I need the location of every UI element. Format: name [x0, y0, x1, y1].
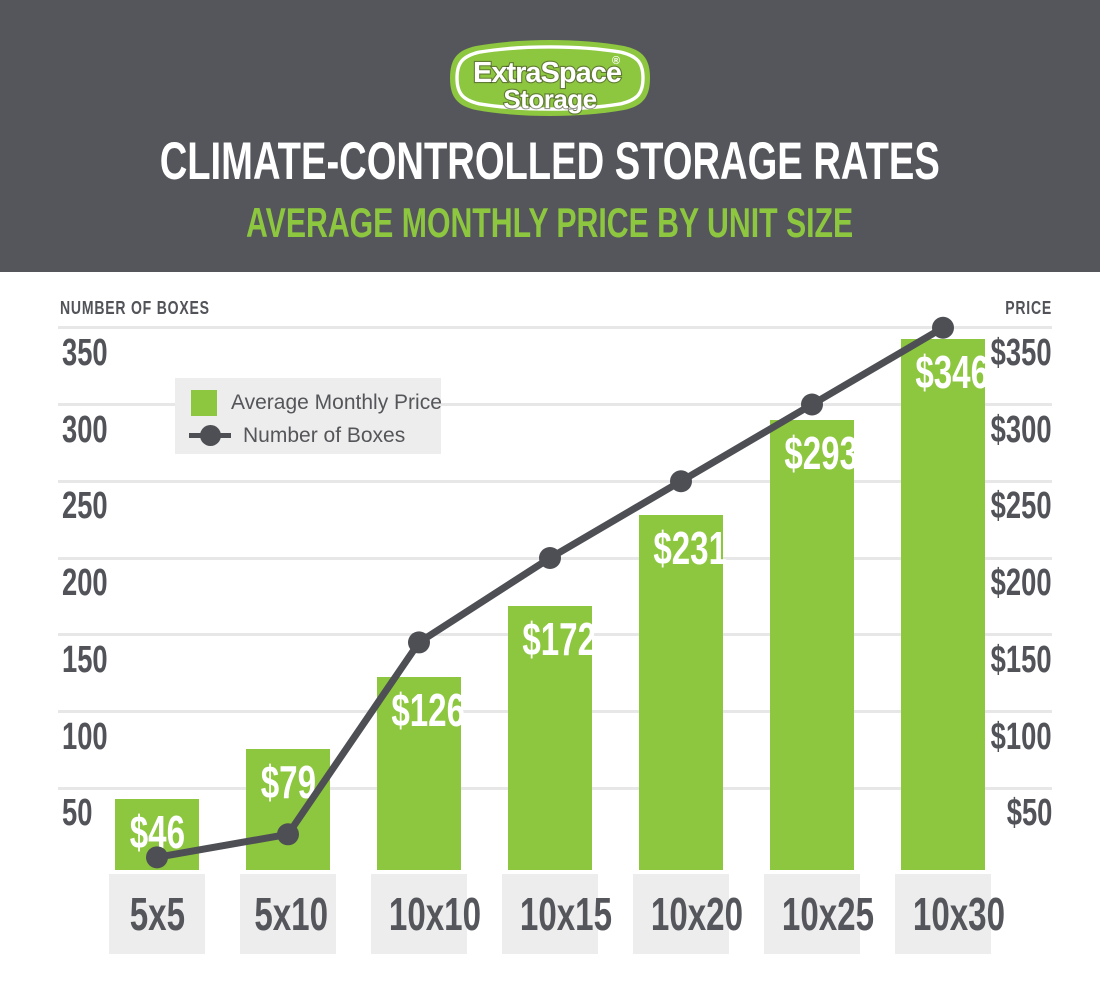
- gridline: [58, 326, 1052, 330]
- bar-value-label: $46: [129, 806, 185, 859]
- category-label: 10x20: [650, 888, 744, 940]
- left-tick-label: 250: [62, 485, 108, 528]
- legend-item-average-monthly-price: Average Monthly Price: [189, 389, 442, 416]
- category-label: 10x25: [781, 888, 875, 940]
- left-tick-label: 350: [62, 331, 108, 374]
- category-label: 5x5: [129, 888, 185, 940]
- left-tick-label: 300: [62, 408, 108, 451]
- logo-registered-mark: ®: [612, 55, 620, 67]
- line-series-swatch-icon: [189, 422, 231, 449]
- category-box: 5x10: [240, 874, 336, 954]
- category-label: 10x10: [388, 888, 482, 940]
- left-tick-label: 100: [62, 715, 108, 758]
- category-box: 10x25: [764, 874, 875, 954]
- logo-inner-border: [455, 45, 645, 111]
- logo-text-line1: ExtraSpace: [473, 57, 622, 89]
- left-axis-title: NUMBER OF BOXES: [60, 298, 210, 318]
- bar-series-swatch-icon: [191, 389, 217, 416]
- right-tick-label: $200: [991, 562, 1052, 604]
- category-label: 10x15: [519, 888, 613, 940]
- legend-item-number-of-boxes: Number of Boxes: [189, 422, 441, 449]
- bar-value-label: $172: [522, 612, 597, 665]
- legend-label: Number of Boxes: [243, 424, 406, 447]
- header-band: ExtraSpace ® Storage CLIMATE-CONTROLLED …: [0, 0, 1100, 272]
- logo-badge-shape: [450, 40, 650, 116]
- right-tick-label: $150: [991, 638, 1052, 681]
- category-box: 10x20: [633, 874, 744, 954]
- bar: $126: [377, 676, 466, 870]
- right-tick-label: $50: [1006, 792, 1052, 835]
- left-tick-label: 200: [62, 562, 108, 604]
- category-box: 10x10: [371, 874, 482, 954]
- bar: $293: [770, 420, 859, 870]
- bar-value-label: $346: [915, 345, 990, 398]
- legend-label: Average Monthly Price: [231, 391, 442, 414]
- left-tick-label: 150: [62, 638, 108, 681]
- logo-text-line2: Storage: [503, 84, 596, 114]
- bar: $79: [246, 748, 330, 870]
- bar-value-label: $231: [653, 522, 728, 575]
- bar: $231: [639, 515, 728, 870]
- category-box: 10x30: [895, 874, 1006, 954]
- bar-value-label: $79: [260, 755, 316, 808]
- bar: $346: [901, 338, 990, 870]
- legend: Average Monthly Price Number of Boxes: [175, 378, 442, 454]
- right-axis-title: PRICE: [1005, 298, 1052, 318]
- bar: $46: [115, 799, 199, 870]
- left-tick-label: 50: [62, 792, 93, 835]
- bar: $172: [508, 605, 597, 870]
- chart-subtitle: AVERAGE MONTHLY PRICE BY UNIT SIZE: [246, 199, 854, 246]
- right-tick-label: $250: [991, 485, 1052, 528]
- category-box: 5x5: [109, 874, 205, 954]
- chart-title: CLIMATE-CONTROLLED STORAGE RATES: [159, 132, 941, 191]
- category-label: 5x10: [254, 888, 329, 940]
- right-tick-label: $350: [991, 331, 1052, 374]
- bar-value-label: $293: [784, 427, 859, 480]
- category-label: 10x30: [912, 888, 1006, 940]
- right-tick-label: $300: [991, 408, 1052, 451]
- category-box: 10x15: [502, 874, 613, 954]
- extra-space-storage-logo: ExtraSpace ® Storage: [450, 40, 650, 116]
- bar-value-label: $126: [391, 683, 466, 736]
- right-tick-label: $100: [991, 715, 1052, 758]
